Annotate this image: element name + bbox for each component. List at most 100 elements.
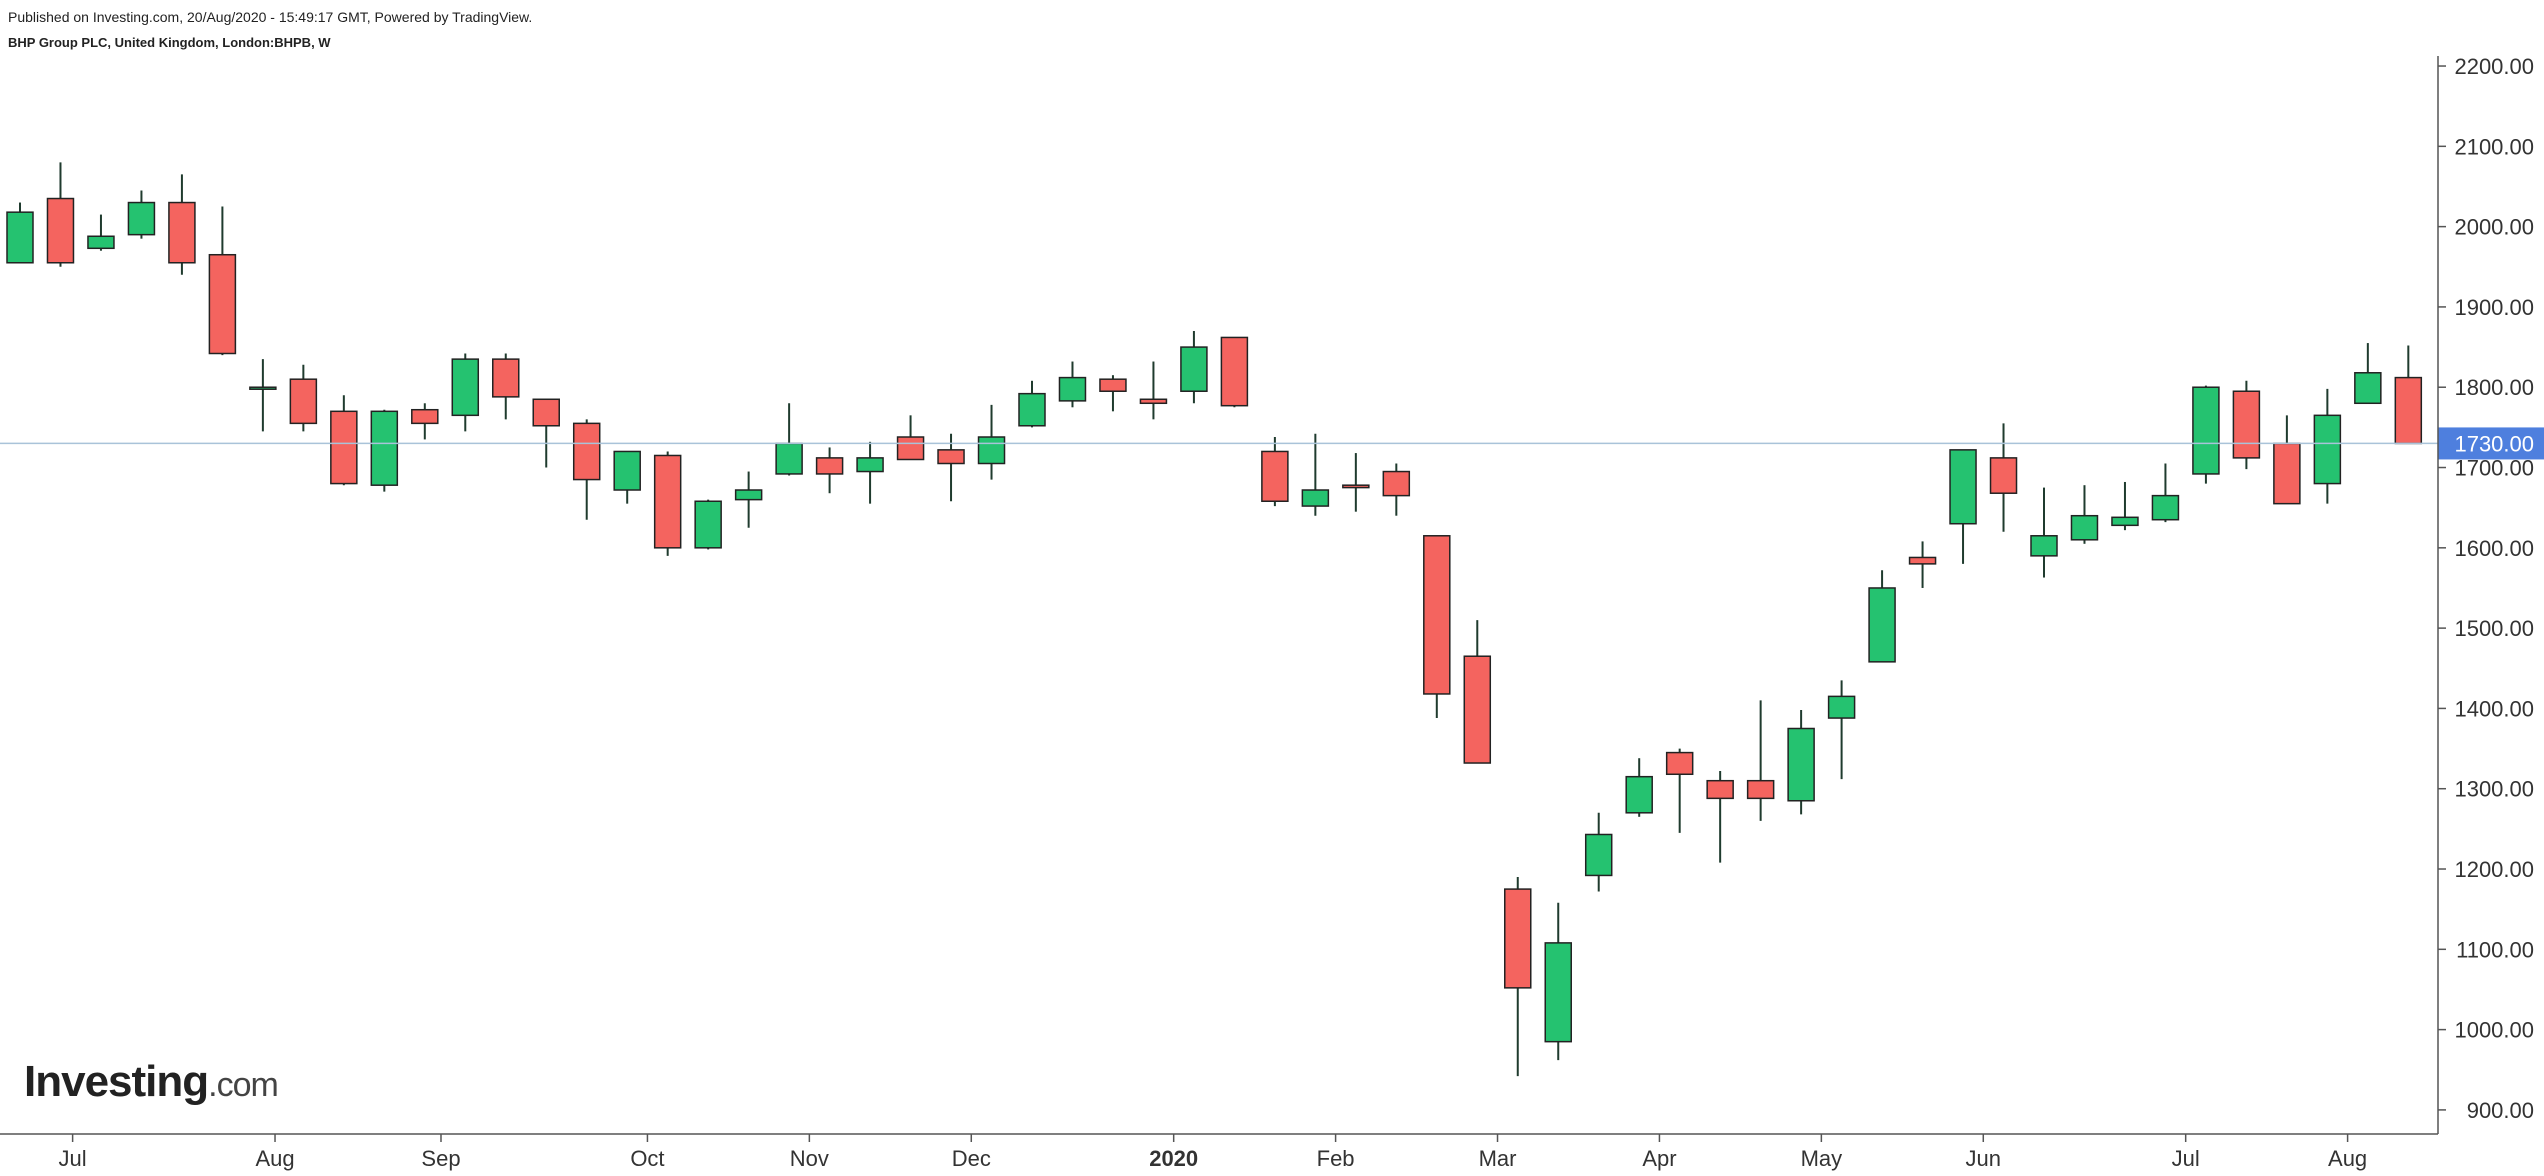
candle[interactable] [1504, 877, 1532, 1077]
candle[interactable] [1665, 748, 1694, 833]
candle-body-up [451, 358, 480, 417]
candle-body-up [856, 457, 884, 473]
candle-body-up [2070, 514, 2099, 541]
x-tick-label: Mar [1479, 1146, 1517, 1171]
candle[interactable] [6, 202, 34, 264]
candle[interactable] [87, 214, 115, 251]
candle[interactable] [2151, 463, 2180, 523]
x-tick-label: Jul [2172, 1146, 2200, 1171]
candle-body-down [289, 378, 318, 425]
candle-body-up [1018, 392, 1046, 427]
x-tick-label: Apr [1642, 1146, 1676, 1171]
candle[interactable] [1261, 437, 1289, 507]
y-tick-label: 2000.00 [2454, 215, 2534, 240]
candle[interactable] [977, 404, 1006, 480]
candle[interactable] [1058, 361, 1087, 408]
candle[interactable] [2394, 345, 2423, 445]
y-tick-label: 1400.00 [2454, 696, 2534, 721]
candle-body-up [87, 235, 115, 250]
logo-brand: Investing [24, 1057, 209, 1106]
x-tick-label: Nov [790, 1146, 829, 1171]
candle[interactable] [2111, 481, 2139, 531]
candle-body-up [1544, 942, 1572, 1043]
candle[interactable] [775, 403, 803, 476]
candle-body-up [1787, 727, 1815, 802]
candle[interactable] [1625, 758, 1653, 817]
candle-body-up [694, 500, 722, 549]
candle[interactable] [1989, 423, 2018, 532]
candle[interactable] [856, 441, 884, 504]
candle-body-down [208, 253, 237, 355]
candle[interactable] [208, 206, 237, 356]
candle-body-up [1180, 346, 1208, 392]
candle-body-up [370, 410, 399, 486]
candle-body-up [2354, 372, 2382, 405]
candle[interactable] [532, 398, 560, 468]
candle[interactable] [330, 395, 358, 486]
candle-body-up [775, 442, 803, 475]
candle[interactable] [694, 499, 722, 550]
candle[interactable] [1301, 433, 1330, 516]
candle[interactable] [370, 409, 399, 492]
candle[interactable] [1099, 375, 1127, 412]
candle[interactable] [168, 174, 196, 275]
candle[interactable] [1908, 541, 1937, 588]
x-tick-label: May [1801, 1146, 1843, 1171]
price-axis[interactable]: 900.00 1000.00 1100.00 1200.00 1300.00 1400.0… [2437, 54, 2534, 1134]
candle[interactable] [1868, 570, 1896, 663]
candle[interactable] [1382, 463, 1411, 516]
candle[interactable] [1746, 700, 1775, 821]
candle-body-up [1827, 695, 1856, 719]
candle[interactable] [572, 419, 601, 520]
candle[interactable] [492, 353, 520, 420]
y-tick-label: 1000.00 [2454, 1018, 2534, 1043]
candle[interactable] [1787, 710, 1815, 815]
candle-body-down [896, 436, 925, 461]
y-tick-label: 1300.00 [2454, 777, 2534, 802]
candle[interactable] [734, 471, 763, 528]
candle-body-down [1220, 336, 1249, 407]
candle-body-down [411, 408, 439, 425]
candle[interactable] [1463, 620, 1492, 764]
candle[interactable] [289, 364, 318, 432]
candle[interactable] [2313, 388, 2342, 504]
candle[interactable] [1180, 331, 1208, 404]
candle[interactable] [1342, 453, 1370, 512]
candle[interactable] [249, 359, 277, 432]
candle-body-up [613, 450, 641, 491]
x-tick-label: 2020 [1149, 1146, 1198, 1171]
candle[interactable] [613, 450, 641, 504]
candle[interactable] [1220, 336, 1249, 408]
candle-body-down [1504, 888, 1532, 989]
candle[interactable] [815, 447, 844, 494]
candle[interactable] [2030, 487, 2058, 578]
candle[interactable] [937, 433, 965, 502]
candle[interactable] [1018, 380, 1046, 428]
candle[interactable] [127, 190, 156, 239]
candle[interactable] [2232, 380, 2261, 470]
x-tick-label: Oct [630, 1146, 664, 1171]
candle[interactable] [653, 451, 682, 556]
candle-body-down [572, 422, 601, 481]
candle-body-down [1099, 378, 1127, 392]
candle[interactable] [1949, 449, 1977, 564]
candle[interactable] [1139, 361, 1168, 420]
candle[interactable] [2354, 343, 2382, 405]
candle-body-down [1746, 779, 1775, 800]
time-axis[interactable]: Jul Aug Sep Oct Nov Dec 2020 Feb Mar Apr May Jun Jul… [0, 1133, 2438, 1171]
candle[interactable] [1827, 680, 1856, 780]
candle[interactable] [1544, 902, 1572, 1061]
candle[interactable] [896, 415, 925, 461]
candle-body-up [977, 436, 1006, 465]
candle[interactable] [411, 403, 439, 440]
candle[interactable] [1423, 535, 1451, 719]
candle-body-down [1665, 751, 1694, 776]
candle[interactable] [2273, 415, 2301, 505]
candle[interactable] [1584, 812, 1613, 892]
candle[interactable] [2192, 385, 2220, 484]
candle[interactable] [2070, 485, 2099, 544]
candle[interactable] [1706, 771, 1734, 863]
candle[interactable] [46, 162, 75, 267]
candle[interactable] [451, 353, 480, 432]
